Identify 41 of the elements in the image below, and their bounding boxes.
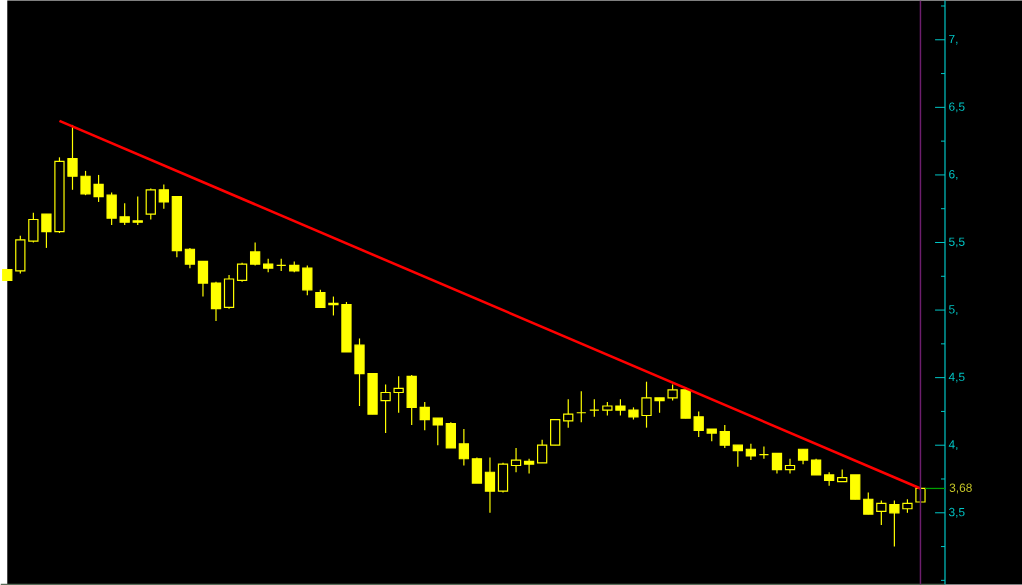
- candlestick: [771, 452, 783, 475]
- y-tick-label: 5,5: [948, 237, 965, 248]
- candlestick: [536, 439, 548, 464]
- candlestick: [158, 183, 169, 210]
- candlestick: [719, 424, 730, 449]
- candlestick: [484, 456, 496, 514]
- text: 3,68: [949, 483, 972, 494]
- candlestick: [732, 444, 743, 468]
- y-tick-label: 3,5: [948, 507, 965, 518]
- candlestick: [523, 458, 535, 475]
- candlestick: [393, 375, 404, 414]
- candlestick: [510, 447, 522, 473]
- candlestick: [106, 191, 117, 226]
- candlestick: [641, 381, 652, 429]
- y-tick-label: 6,: [949, 169, 958, 180]
- candlestick: [28, 212, 39, 244]
- candlestick: [758, 445, 770, 460]
- candlestick: [184, 247, 196, 269]
- candlestick: [380, 383, 391, 434]
- y-tick-label: 4,5: [948, 372, 965, 383]
- y-tick-label: 7,: [949, 34, 958, 45]
- candlestick: [876, 499, 887, 526]
- candlestick: [302, 264, 313, 296]
- candlestick: [93, 174, 104, 203]
- candlestick: [80, 170, 91, 196]
- candlestick: [889, 499, 900, 548]
- candlestick: [458, 428, 470, 467]
- candlestick: [576, 390, 587, 423]
- y-tick-label: 5,: [948, 305, 958, 315]
- candlestick: [119, 202, 130, 226]
- candlestick: [784, 458, 796, 475]
- candlestick: [132, 195, 143, 226]
- y-tick-label: 6,5: [949, 102, 965, 113]
- candlestick: [419, 401, 430, 431]
- candlestick: [563, 398, 574, 429]
- y-tick-label: 4,: [948, 440, 958, 450]
- candlestick: [41, 213, 52, 249]
- candlestick: [432, 417, 443, 446]
- candlestick: [693, 410, 704, 438]
- candlestick: [863, 491, 874, 515]
- candlestick: [197, 260, 209, 298]
